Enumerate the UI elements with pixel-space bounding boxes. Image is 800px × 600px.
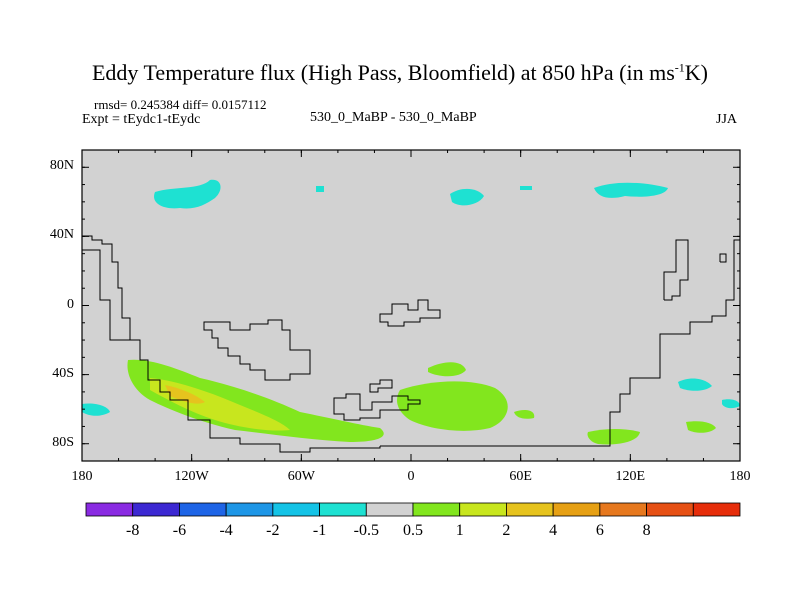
anomaly-green-south-atlantic-3 xyxy=(514,410,535,419)
anomaly-cyan-south-indian xyxy=(678,378,712,391)
experiment-label: Expt = tEydc1-tEydc xyxy=(82,112,201,127)
anomaly-cyan-north-atlantic-small xyxy=(316,186,324,192)
negative-anomalies xyxy=(82,179,740,416)
y-tick-label-4: 80S xyxy=(52,434,74,450)
coastline-east-island-2 xyxy=(719,253,727,263)
colorbar xyxy=(85,502,741,517)
colorbar-label-1: -6 xyxy=(172,522,187,539)
colorbar-swatch-10 xyxy=(552,502,601,517)
colorbar-swatch-1 xyxy=(132,502,180,517)
anomaly-green-southern-band xyxy=(127,359,384,442)
colorbar-label-8: 2 xyxy=(502,522,511,539)
y-tick-label-3: 40S xyxy=(52,365,74,381)
chart-title: Eddy Temperature flux (High Pass, Bloomf… xyxy=(0,60,800,86)
coastline-central-island-b xyxy=(379,299,441,327)
title-main: Eddy Temperature flux (High Pass, Bloomf… xyxy=(91,60,675,85)
y-tick-label-0: 80N xyxy=(49,158,74,174)
x-tick-label-3: 0 xyxy=(407,469,415,484)
anomaly-green-east-indian xyxy=(587,429,640,445)
anomaly-cyan-north-asia xyxy=(594,182,668,198)
x-tick-label-0: 180 xyxy=(71,469,93,484)
colorbar-label-6: 0.5 xyxy=(403,522,423,539)
difference-label: 530_0_MaBP - 530_0_MaBP xyxy=(310,110,477,125)
colorbar-swatch-12 xyxy=(646,502,694,517)
colorbar-swatch-2 xyxy=(179,502,227,517)
colorbar-swatch-8 xyxy=(459,502,507,517)
colorbar-label-2: -4 xyxy=(219,522,233,539)
colorbar-label-3: -2 xyxy=(266,522,280,539)
anomaly-green-east-indian-2 xyxy=(686,421,716,433)
colorbar-label-5: -0.5 xyxy=(353,522,379,539)
stats-label: rmsd= 0.245384 diff= 0.0157112 xyxy=(94,97,267,112)
anomaly-cyan-south-east xyxy=(722,399,740,409)
coastline-antarctic xyxy=(380,239,740,447)
colorbar-swatch-7 xyxy=(412,502,461,517)
positive-anomalies xyxy=(127,359,716,445)
colorbar-label-0: -8 xyxy=(126,522,140,539)
title-end: K) xyxy=(684,60,708,85)
colorbar-swatch-13 xyxy=(692,502,741,517)
coastline-central-island-c xyxy=(333,393,421,421)
anomaly-cyan-siberia xyxy=(520,186,532,190)
x-tick-label-1: 120W xyxy=(174,469,209,484)
coastline-americas xyxy=(82,235,300,453)
anomaly-cyan-north-pacific xyxy=(154,179,221,209)
y-tick-label-1: 40N xyxy=(49,227,74,243)
coastline-east-island-1 xyxy=(663,239,689,301)
y-tick-label-2: 0 xyxy=(67,296,74,312)
colorbar-swatch-11 xyxy=(599,502,647,517)
anomaly-cyan-north-eurasia xyxy=(450,188,484,206)
colorbar-label-4: -1 xyxy=(312,522,327,539)
colorbar-swatch-9 xyxy=(506,502,554,517)
x-tick-label-2: 60W xyxy=(287,469,315,484)
colorbar-swatch-3 xyxy=(225,502,274,517)
x-tick-label-5: 120E xyxy=(615,469,646,484)
colorbar-swatch-6 xyxy=(365,502,414,517)
anomaly-green-south-atlantic-small xyxy=(428,362,466,377)
season-label: JJA xyxy=(716,112,738,127)
coastline-lower-link xyxy=(300,446,381,453)
anomaly-green-south-atlantic xyxy=(397,381,508,431)
colorbar-swatch-0 xyxy=(85,502,134,517)
anomaly-orange-core xyxy=(165,385,205,404)
colorbar-label-9: 4 xyxy=(549,522,558,539)
colorbar-swatch-5 xyxy=(319,502,367,517)
title-superscript: -1 xyxy=(674,60,685,75)
colorbar-label-7: 1 xyxy=(455,522,464,539)
x-tick-label-6: 180 xyxy=(729,469,751,484)
coastline-western-land xyxy=(82,249,130,341)
coastline-central-island-d xyxy=(369,379,393,393)
colorbar-swatch-4 xyxy=(272,502,320,517)
x-tick-label-4: 60E xyxy=(509,469,532,484)
colorbar-label-10: 6 xyxy=(595,522,604,539)
anomaly-cyan-south-pacific-west xyxy=(82,403,110,416)
colorbar-label-11: 8 xyxy=(642,522,651,539)
axis-ticks xyxy=(81,149,741,462)
coastline-central-island-a xyxy=(203,319,311,381)
